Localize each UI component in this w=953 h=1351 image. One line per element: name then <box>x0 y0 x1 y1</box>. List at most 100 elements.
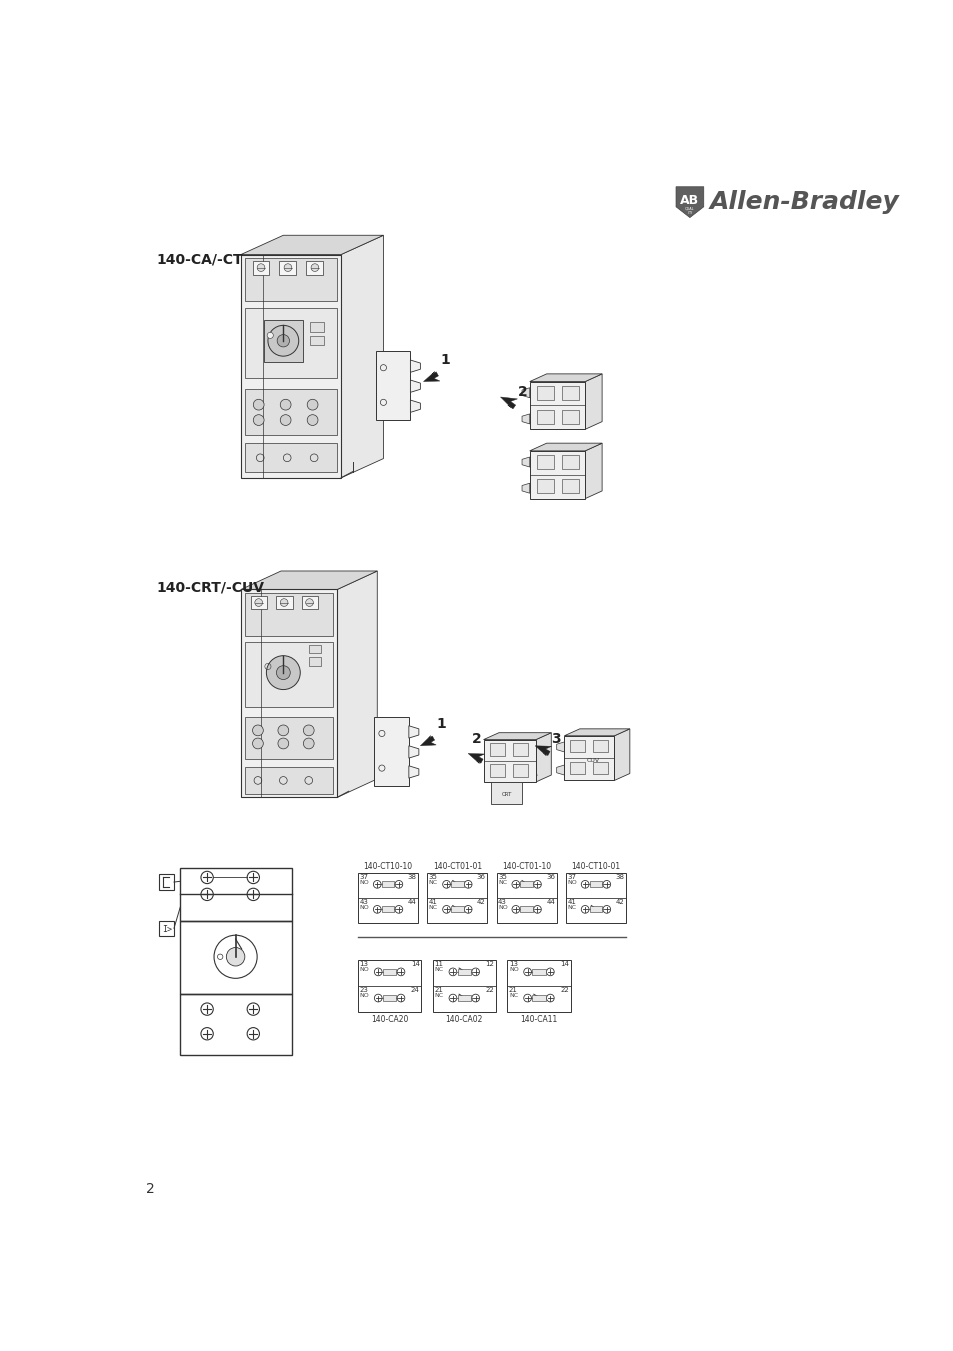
Text: QUAL
ITY: QUAL ITY <box>684 207 694 215</box>
Text: Allen-Bradley: Allen-Bradley <box>709 190 899 215</box>
Bar <box>569 739 584 753</box>
Bar <box>180 994 292 1055</box>
Bar <box>357 959 420 1012</box>
Bar <box>309 644 321 654</box>
Bar <box>532 994 545 1001</box>
Text: NC: NC <box>434 993 443 998</box>
Bar <box>537 386 554 400</box>
Polygon shape <box>241 571 376 589</box>
Polygon shape <box>529 443 601 451</box>
Polygon shape <box>336 571 376 797</box>
Bar <box>158 874 173 890</box>
Polygon shape <box>468 754 484 763</box>
Bar <box>382 994 395 1001</box>
Text: 140-CT01-01: 140-CT01-01 <box>433 862 481 870</box>
Bar <box>451 907 463 912</box>
Bar <box>241 254 341 478</box>
Text: NO: NO <box>497 905 507 909</box>
Bar <box>381 907 394 912</box>
Bar <box>483 739 536 782</box>
Text: NO: NO <box>567 880 577 885</box>
Text: 140-CT01-10: 140-CT01-10 <box>501 862 551 870</box>
Text: 21: 21 <box>508 988 517 993</box>
Polygon shape <box>535 746 551 755</box>
Polygon shape <box>521 484 529 493</box>
Bar <box>310 323 324 331</box>
Text: 11: 11 <box>434 961 443 967</box>
Bar <box>561 411 578 424</box>
Text: 140-CA20: 140-CA20 <box>371 1016 408 1024</box>
Bar <box>561 455 578 469</box>
Text: I>: I> <box>161 925 172 934</box>
Circle shape <box>254 598 262 607</box>
Text: 140-CA02: 140-CA02 <box>445 1016 482 1024</box>
Circle shape <box>284 263 292 272</box>
Bar <box>241 589 336 797</box>
Text: 42: 42 <box>476 898 485 905</box>
Circle shape <box>268 326 298 357</box>
Bar <box>497 873 557 923</box>
Polygon shape <box>375 351 410 420</box>
Text: 41: 41 <box>429 898 437 905</box>
Bar <box>251 596 267 609</box>
Circle shape <box>277 335 289 347</box>
Polygon shape <box>410 400 420 412</box>
Bar <box>433 959 496 1012</box>
Circle shape <box>253 400 264 411</box>
Bar <box>357 873 417 923</box>
Polygon shape <box>483 732 551 739</box>
Text: CUV: CUV <box>586 758 599 763</box>
Polygon shape <box>557 742 564 753</box>
Text: 23: 23 <box>359 988 368 993</box>
Text: NO: NO <box>359 993 369 998</box>
Polygon shape <box>564 728 629 736</box>
Text: 14: 14 <box>559 961 568 967</box>
Bar <box>537 455 554 469</box>
Polygon shape <box>409 746 418 758</box>
Polygon shape <box>409 725 418 738</box>
Text: 22: 22 <box>485 988 494 993</box>
Circle shape <box>257 263 265 272</box>
Bar <box>253 261 269 274</box>
Circle shape <box>253 725 263 736</box>
Text: 43: 43 <box>497 898 506 905</box>
Bar <box>451 881 463 888</box>
Text: 38: 38 <box>407 874 416 880</box>
Circle shape <box>280 400 291 411</box>
Text: NC: NC <box>434 967 443 971</box>
Polygon shape <box>500 397 517 409</box>
Bar <box>507 959 570 1012</box>
Polygon shape <box>341 235 383 478</box>
Text: 140-CA11: 140-CA11 <box>519 1016 557 1024</box>
Polygon shape <box>409 766 418 778</box>
Polygon shape <box>584 443 601 499</box>
Text: 42: 42 <box>615 898 624 905</box>
Text: 38: 38 <box>615 874 624 880</box>
Bar <box>245 716 333 759</box>
Text: 24: 24 <box>411 988 419 993</box>
Polygon shape <box>410 380 420 392</box>
Bar <box>158 920 173 936</box>
Text: NO: NO <box>359 905 369 909</box>
Text: 12: 12 <box>485 961 494 967</box>
Text: 2: 2 <box>472 732 481 747</box>
Bar <box>520 907 533 912</box>
Text: 3: 3 <box>551 732 560 747</box>
Text: NO: NO <box>359 967 369 971</box>
Bar <box>489 765 504 777</box>
Bar <box>457 994 471 1001</box>
Text: NC: NC <box>429 905 437 909</box>
Polygon shape <box>420 736 436 746</box>
Text: 44: 44 <box>407 898 416 905</box>
Bar <box>592 762 608 774</box>
Text: 140-CA/-CT: 140-CA/-CT <box>156 253 243 267</box>
Bar <box>427 873 487 923</box>
Polygon shape <box>536 732 551 782</box>
Polygon shape <box>521 388 529 397</box>
Text: NC: NC <box>429 880 437 885</box>
Bar <box>529 381 584 430</box>
Text: 140-CT10-10: 140-CT10-10 <box>363 862 413 870</box>
Polygon shape <box>491 775 537 782</box>
Polygon shape <box>521 457 529 467</box>
Text: 35: 35 <box>497 874 506 880</box>
